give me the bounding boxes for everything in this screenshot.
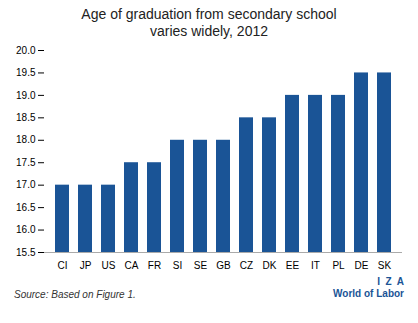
svg-text:16.0: 16.0: [16, 224, 36, 235]
html-text:World of Labor: World of Labor: [333, 288, 404, 299]
svg-text:CI: CI: [58, 260, 68, 271]
svg-text:SE: SE: [194, 260, 208, 271]
svg-text:17.0: 17.0: [16, 179, 36, 190]
svg-text:15.5: 15.5: [16, 247, 36, 258]
svg-text:CZ: CZ: [240, 260, 253, 271]
svg-text:18.0: 18.0: [16, 134, 36, 145]
html-text:Age of graduation from seconda: Age of graduation from secondary school: [81, 6, 337, 22]
html-text:varies widely, 2012: varies widely, 2012: [150, 23, 268, 39]
html-text:I Z A: I Z A: [377, 276, 404, 287]
svg-text:DK: DK: [263, 260, 277, 271]
svg-text:EE: EE: [286, 260, 300, 271]
svg-text:GB: GB: [216, 260, 231, 271]
html-text:Source: Based on Figure 1.: Source: Based on Figure 1.: [14, 289, 136, 300]
svg-text:DE: DE: [355, 260, 369, 271]
svg-text:19.5: 19.5: [16, 67, 36, 78]
svg-text:17.5: 17.5: [16, 157, 36, 168]
svg-text:US: US: [102, 260, 116, 271]
svg-text:18.5: 18.5: [16, 112, 36, 123]
svg-text:FR: FR: [148, 260, 161, 271]
svg-text:PL: PL: [332, 260, 345, 271]
svg-text:16.5: 16.5: [16, 202, 36, 213]
svg-text:SK: SK: [378, 260, 392, 271]
svg-text:SI: SI: [173, 260, 182, 271]
svg-text:CA: CA: [125, 260, 139, 271]
svg-text:20.0: 20.0: [16, 45, 36, 56]
svg-text:JP: JP: [80, 260, 92, 271]
svg-text:19.0: 19.0: [16, 90, 36, 101]
svg-text:IT: IT: [311, 260, 320, 271]
